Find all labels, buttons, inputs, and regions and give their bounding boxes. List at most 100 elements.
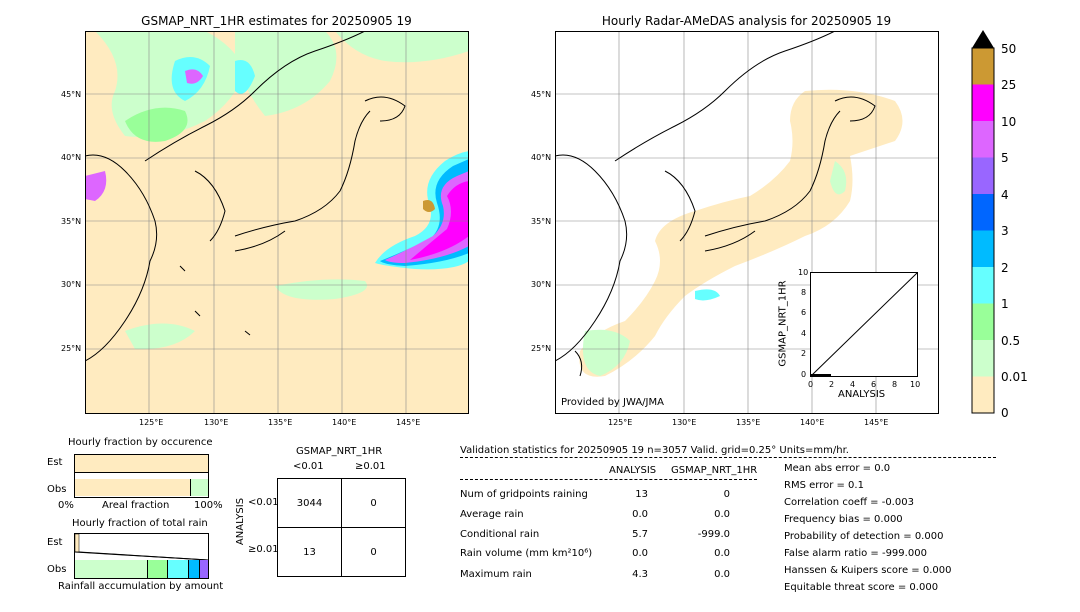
stat-analysis: 5.7: [632, 529, 648, 540]
stat-analysis: 13: [635, 489, 648, 500]
lat-label: 30°N: [61, 280, 82, 289]
fraction-rain-obs-seg: [200, 560, 208, 578]
table-row: 3044 0: [277, 478, 406, 528]
inset-x-tick: 10: [910, 380, 921, 389]
fraction-occ-est-bar: [75, 455, 208, 473]
colorbar-segment: [972, 340, 994, 377]
score-line: Mean abs error = 0.0: [784, 463, 891, 474]
lat-label: 35°N: [531, 217, 552, 226]
inset-y-tick: 4: [801, 329, 807, 338]
lat-label: 25°N: [61, 344, 82, 353]
score-line: Equitable threat score = 0.000: [784, 582, 939, 593]
fraction-occ-obs-bar-rain: [191, 479, 208, 496]
fraction-occ-plot: [74, 454, 209, 498]
fraction-rain-row-obs: Obs: [47, 564, 67, 575]
lon-label: 135°E: [736, 418, 761, 427]
stat-name: Average rain: [460, 509, 524, 520]
stat-analysis: 0.0: [632, 548, 648, 559]
colorbar-label: 3: [1001, 224, 1009, 238]
inset-y-tick: 10: [798, 268, 809, 277]
colorbar-label: 2: [1001, 261, 1009, 275]
inset-y-tick: 0: [801, 370, 807, 379]
colorbar-label: 25: [1001, 78, 1017, 92]
fraction-rain-obs-seg: [189, 560, 200, 578]
score-line: Frequency bias = 0.000: [784, 514, 903, 525]
colorbar-segment: [972, 157, 994, 194]
table-row: 13 0: [277, 527, 406, 577]
colorbar-segment: [972, 230, 994, 267]
stat-name: Conditional rain: [460, 529, 540, 540]
lat-label: 25°N: [531, 344, 552, 353]
validation-divider: [460, 457, 996, 458]
inset-y-tick: 8: [801, 288, 807, 297]
inset-y-label: GSMAP_NRT_1HR: [777, 280, 789, 367]
colorbar-label: 10: [1001, 115, 1017, 129]
colorbar-segment: [972, 194, 994, 231]
inset-y-tick: 2: [801, 349, 807, 358]
colorbar-segment: [972, 121, 994, 158]
validation-table-divider: [460, 479, 757, 480]
stat-name: Rain volume (mm km²10⁶): [460, 548, 593, 559]
validation-header: Validation statistics for 20250905 19 n=…: [460, 445, 849, 456]
lat-label: 35°N: [61, 217, 82, 226]
contingency-col-header: <0.01: [293, 461, 324, 472]
lon-label: 130°E: [672, 418, 697, 427]
colorbar-label: 1: [1001, 297, 1009, 311]
stat-analysis: 4.3: [632, 569, 648, 580]
lat-label: 40°N: [531, 153, 552, 162]
score-line: False alarm ratio = -999.000: [784, 548, 927, 559]
score-line: Hanssen & Kuipers score = 0.000: [784, 565, 952, 576]
colorbar-segment: [972, 376, 994, 413]
colorbar-label: 0.01: [1001, 370, 1028, 384]
colorbar-segment: [972, 267, 994, 304]
contingency-row-header: ≥0.01: [248, 544, 279, 555]
fraction-rain-row-est: Est: [47, 537, 63, 548]
fraction-occ-obs-bar-dry: [75, 479, 191, 496]
lon-label: 135°E: [268, 418, 293, 427]
stat-name: Num of gridpoints raining: [460, 489, 588, 500]
fraction-occ-axis-left: 0%: [58, 500, 74, 511]
contingency-cell: 3044: [277, 478, 342, 528]
lat-label: 30°N: [531, 280, 552, 289]
fraction-rain-obs-seg: [148, 560, 168, 578]
lon-label: 145°E: [864, 418, 889, 427]
stat-gsmap: 0.0: [714, 569, 730, 580]
left-map-title: GSMAP_NRT_1HR estimates for 20250905 19: [141, 14, 412, 28]
inset-y-tick: 6: [801, 308, 807, 317]
inset-diagonal: [811, 273, 917, 376]
lat-label: 40°N: [61, 153, 82, 162]
stat-gsmap: -999.0: [697, 529, 730, 540]
inset-x-tick: 0: [808, 380, 814, 389]
inset-x-label: ANALYSIS: [838, 389, 886, 400]
contingency-row-axis: ANALYSIS: [235, 497, 247, 546]
data-credit: Provided by JWA/JMA: [561, 397, 664, 408]
colorbar-label: 50: [1001, 42, 1017, 56]
score-line: Probability of detection = 0.000: [784, 531, 944, 542]
fraction-occ-title: Hourly fraction by occurence: [68, 437, 213, 448]
lat-label: 45°N: [531, 90, 552, 99]
colorbar: [971, 30, 995, 414]
colorbar-label: 5: [1001, 151, 1009, 165]
left-map: [85, 31, 469, 414]
fraction-occ-row-obs: Obs: [47, 484, 67, 495]
inset-x-tick: 2: [829, 380, 835, 389]
colorbar-segment: [972, 84, 994, 121]
lon-label: 145°E: [396, 418, 421, 427]
stat-gsmap: 0.0: [714, 509, 730, 520]
fraction-rain-obs-seg: [168, 560, 189, 578]
lon-label: 140°E: [800, 418, 825, 427]
fraction-occ-axis-mid: Areal fraction: [102, 500, 170, 511]
fraction-occ-row-est: Est: [47, 457, 63, 468]
lon-label: 140°E: [332, 418, 357, 427]
score-line: Correlation coeff = -0.003: [784, 497, 914, 508]
validation-col-gsmap: GSMAP_NRT_1HR: [671, 465, 758, 476]
contingency-row-header: <0.01: [248, 497, 279, 508]
colorbar-extend-arrow: [972, 30, 994, 48]
fraction-rain-title: Hourly fraction of total rain: [72, 518, 208, 529]
contingency-table: 3044 0 13 0: [277, 478, 406, 577]
stat-analysis: 0.0: [632, 509, 648, 520]
colorbar-label: 0: [1001, 406, 1009, 420]
stat-name: Maximum rain: [460, 569, 532, 580]
fraction-occ-axis-right: 100%: [194, 500, 223, 511]
contingency-cell: 13: [277, 527, 342, 577]
